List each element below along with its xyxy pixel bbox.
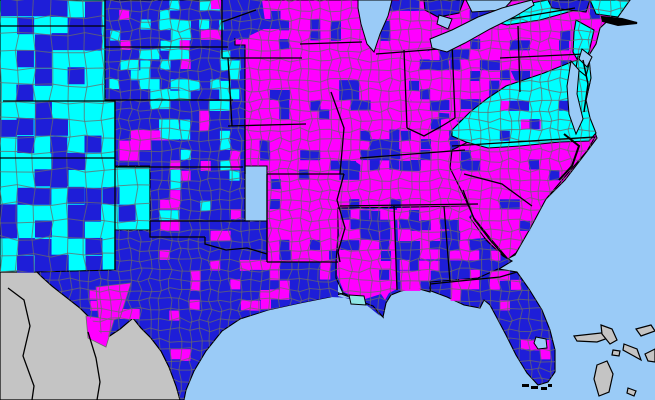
outer-banks [558,133,581,181]
lake-michigan [357,0,393,53]
border-ohio-river [406,117,456,137]
lake-pontchartrain [348,294,367,306]
chesapeake-bay [566,59,584,136]
border-ms-river-ar [336,173,346,263]
island-dot-3 [548,384,552,387]
border-tn-south [339,203,479,207]
county-noise-west-cyan [0,0,136,273]
bahama-e [644,348,655,363]
border-mexico-internal-1 [7,287,35,400]
water-bodies-layer [348,0,593,350]
lake-erie [429,0,535,53]
eleuthera [622,343,643,362]
chesapeake-east-shore [582,59,589,113]
border-mexico-internal-2 [87,331,101,400]
long-island [600,15,638,27]
border-sc-ga [462,189,506,258]
andros [593,360,614,397]
region-ontario-shore-blue [423,0,465,18]
border-mn-wi [221,9,257,23]
border-ms-river-il [330,91,345,175]
border-ia-ne [227,57,233,127]
border-al-ga [443,205,451,283]
county-noise-carolinas-magenta [460,150,560,231]
county-noise-east-texas-louisiana [230,259,331,311]
border-pa-md [499,53,585,59]
region-carolinas-magenta [449,136,596,260]
island-dot-1 [531,386,538,389]
bahama-ne [635,324,655,337]
abaco [600,324,618,345]
lake-okeechobee [533,336,548,350]
border-ky-tn [359,149,466,159]
bahama-s [626,387,637,397]
island-dot-0 [522,384,529,387]
border-in-oh [451,41,456,119]
delaware-bay [578,48,593,68]
border-nc-sc [463,173,533,207]
state-borders-layer [0,0,595,400]
border-il-in [403,49,408,129]
border-ok-panhandle [149,221,205,238]
grand-bahama [573,332,613,343]
island-dot-2 [541,387,547,390]
lake-st-clair [436,14,453,30]
new-providence [611,349,621,357]
border-wi-il [299,41,363,45]
region-kentucky-tennessee [356,118,470,178]
border-red-river [204,237,268,255]
border-ga-fl [429,271,518,285]
border-oh-pa [517,25,521,93]
border-ms-al [393,205,398,291]
border-ia-mo [227,123,307,127]
coast-detail-layer [522,15,638,390]
